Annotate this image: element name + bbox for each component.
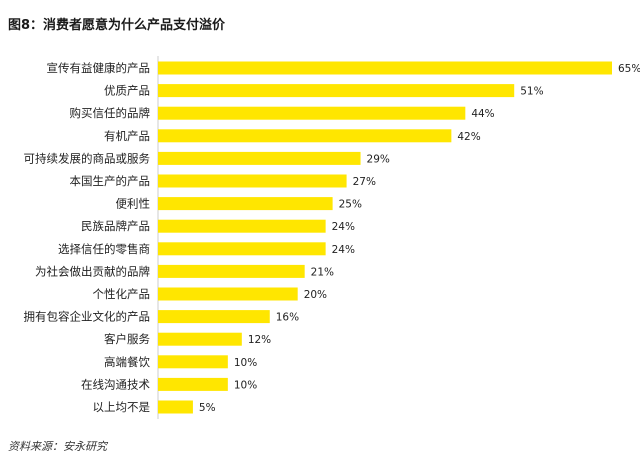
bar [158, 400, 193, 414]
value-label: 10% [234, 379, 257, 391]
value-label: 51% [520, 86, 543, 98]
bar [158, 242, 326, 256]
category-label: 选择信任的零售商 [58, 242, 150, 256]
category-label: 可持续发展的商品或服务 [24, 151, 151, 165]
category-label: 购买信任的品牌 [70, 106, 151, 120]
value-label: 16% [276, 312, 299, 324]
category-label: 为社会做出贡献的品牌 [35, 264, 150, 278]
bar [158, 310, 270, 324]
bar [158, 84, 515, 98]
value-label: 10% [234, 357, 257, 369]
bar [158, 264, 305, 278]
category-label: 优质产品 [104, 84, 150, 98]
value-label: 25% [339, 199, 362, 211]
category-label: 客户服务 [104, 332, 150, 346]
value-label: 20% [304, 289, 327, 301]
value-label: 44% [471, 108, 494, 120]
bar [158, 355, 228, 369]
source-note: 资料来源：安永研究 [8, 440, 107, 453]
bar [158, 197, 333, 211]
value-label: 12% [248, 334, 271, 346]
chart-title: 图8：消费者愿意为什么产品支付溢价 [8, 18, 226, 33]
category-label: 本国生产的产品 [70, 174, 151, 188]
category-label: 在线沟通技术 [81, 377, 150, 391]
bar [158, 174, 347, 188]
category-label: 民族品牌产品 [81, 219, 150, 233]
category-label: 便利性 [116, 197, 151, 211]
bar [158, 61, 612, 75]
category-label: 以上均不是 [93, 400, 151, 414]
category-label: 高端餐饮 [104, 355, 150, 369]
category-label: 有机产品 [104, 129, 150, 143]
category-label: 宣传有益健康的产品 [47, 61, 151, 75]
value-label: 24% [332, 221, 355, 233]
bar [158, 219, 326, 233]
bar [158, 106, 466, 120]
category-label: 拥有包容企业文化的产品 [24, 310, 151, 324]
value-label: 42% [457, 131, 480, 143]
value-label: 24% [332, 244, 355, 256]
value-label: 65% [618, 63, 640, 75]
value-label: 21% [311, 266, 334, 278]
bar [158, 332, 242, 346]
bar [158, 129, 452, 143]
value-label: 29% [367, 153, 390, 165]
category-label: 个性化产品 [93, 287, 151, 301]
value-label: 5% [199, 402, 216, 414]
bar [158, 377, 228, 391]
bar [158, 287, 298, 301]
value-label: 27% [353, 176, 376, 188]
bar [158, 151, 361, 165]
